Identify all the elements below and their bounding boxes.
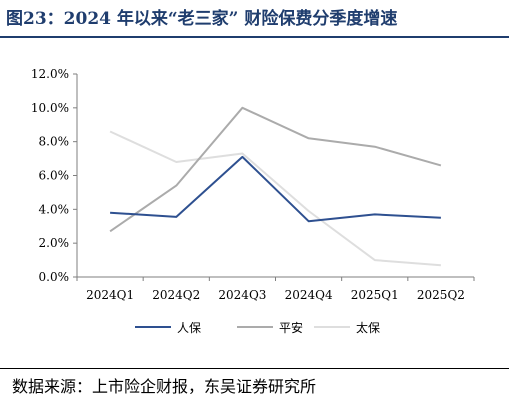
legend-label-1: 人保 <box>177 321 201 335</box>
y-tick-label: 2.0% <box>39 236 70 250</box>
title-bar: 图23：2024 年以来“老三家” 财险保费分季度增速 <box>0 0 509 38</box>
x-tick-label: 2024Q2 <box>152 288 200 302</box>
series-line-3 <box>109 130 441 267</box>
y-tick-label: 12.0% <box>31 67 69 81</box>
x-tick-label: 2024Q1 <box>86 288 134 302</box>
x-tick-label: 2024Q4 <box>285 288 333 302</box>
y-tick-label: 4.0% <box>39 202 70 216</box>
line-chart: 0.0% 2.0% 4.0% 6.0% 8.0% 10.0% 12.0% 2024Q1 2024… <box>31 67 475 335</box>
series-line-1 <box>110 155 441 223</box>
y-tick-label: 8.0% <box>39 135 70 149</box>
y-tick-label: 0.0% <box>39 270 70 284</box>
y-tick-label: 10.0% <box>31 101 69 115</box>
series-line-2 <box>109 106 442 233</box>
legend-label-2: 平安 <box>279 320 303 335</box>
x-tick-label: 2025Q2 <box>417 288 465 302</box>
source-note: 数据来源：上市险企财报，东吴证券研究所 <box>12 377 317 396</box>
x-tick-label: 2025Q1 <box>351 288 399 302</box>
source-divider <box>0 368 509 369</box>
y-tick-label: 6.0% <box>39 169 70 183</box>
figure-title: 图23：2024 年以来“老三家” 财险保费分季度增速 <box>6 9 398 29</box>
x-tick-label: 2024Q3 <box>218 288 266 302</box>
legend-label-3: 太保 <box>356 320 380 335</box>
